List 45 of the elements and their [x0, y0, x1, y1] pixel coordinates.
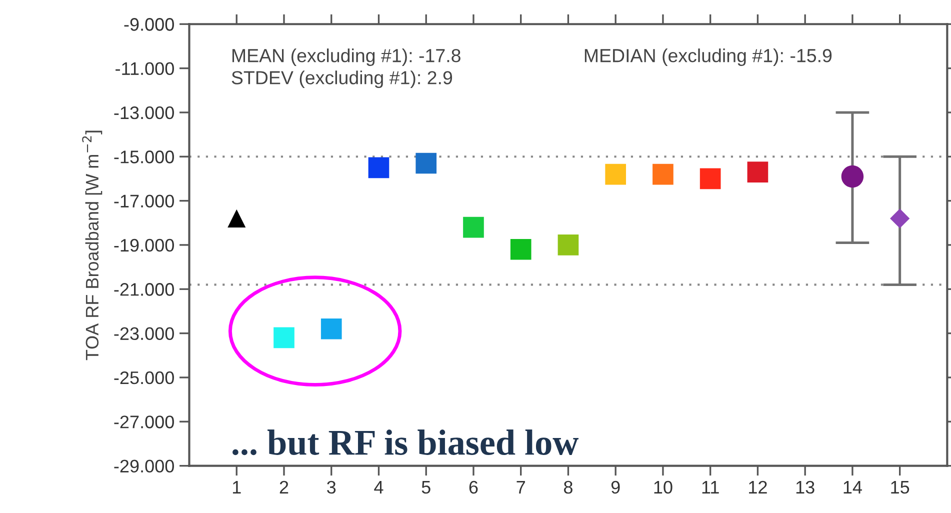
- x-tick-label: 15: [891, 481, 910, 494]
- point: [841, 165, 864, 188]
- y-tick-label: -13.000: [114, 106, 174, 120]
- x-tick-label: 11: [702, 481, 719, 494]
- x-tick-label: 10: [654, 480, 672, 494]
- point: [320, 318, 342, 340]
- point: [700, 168, 721, 190]
- y-tick-label: -17.000: [114, 194, 174, 208]
- point: [416, 152, 437, 174]
- point: [228, 209, 246, 228]
- annotation: MEDIAN (excluding #1): -15.9: [584, 48, 832, 66]
- y-tick-label: -21.000: [114, 283, 174, 296]
- point: [747, 162, 768, 182]
- x-tick-label: 1: [232, 481, 241, 494]
- point: [510, 238, 532, 260]
- y-tick-label: -27.000: [114, 416, 174, 428]
- point: [558, 234, 579, 256]
- point: [368, 157, 390, 178]
- y-tick-label: -29.000: [114, 460, 174, 473]
- y-tick-label: -11.000: [116, 62, 174, 75]
- y-tick-label: -19.000: [114, 238, 174, 252]
- x-tick-label: 8: [564, 480, 572, 494]
- point: [890, 208, 910, 228]
- x-tick-label: 3: [327, 480, 336, 494]
- point: [274, 327, 294, 348]
- x-tick-label: 14: [844, 481, 862, 494]
- y-tick-label: -25.000: [114, 371, 174, 384]
- annotation: MEAN (excluding #1): -17.8: [232, 48, 460, 66]
- y-tick-label: -9.000: [124, 18, 174, 31]
- y-tick-label: -15.000: [114, 150, 174, 164]
- x-tick-label: 2: [280, 480, 288, 494]
- annotation: ... but RF is biased low: [232, 430, 579, 456]
- y-tick-label: -23.000: [114, 327, 174, 340]
- x-tick-label: 7: [516, 481, 525, 494]
- y-axis-title: TOA RF Broadband [W m$^{−2}$]: [82, 130, 102, 360]
- point: [605, 164, 626, 185]
- x-tick-label: 4: [374, 481, 384, 494]
- x-tick-label: 13: [796, 480, 814, 494]
- annotation: STDEV (excluding #1): 2.9: [232, 70, 452, 88]
- point: [463, 216, 484, 238]
- x-tick-label: 5: [422, 481, 430, 494]
- x-tick-label: 12: [749, 480, 767, 494]
- x-tick-label: 9: [611, 480, 620, 494]
- point: [652, 164, 674, 185]
- x-tick-label: 6: [469, 480, 478, 494]
